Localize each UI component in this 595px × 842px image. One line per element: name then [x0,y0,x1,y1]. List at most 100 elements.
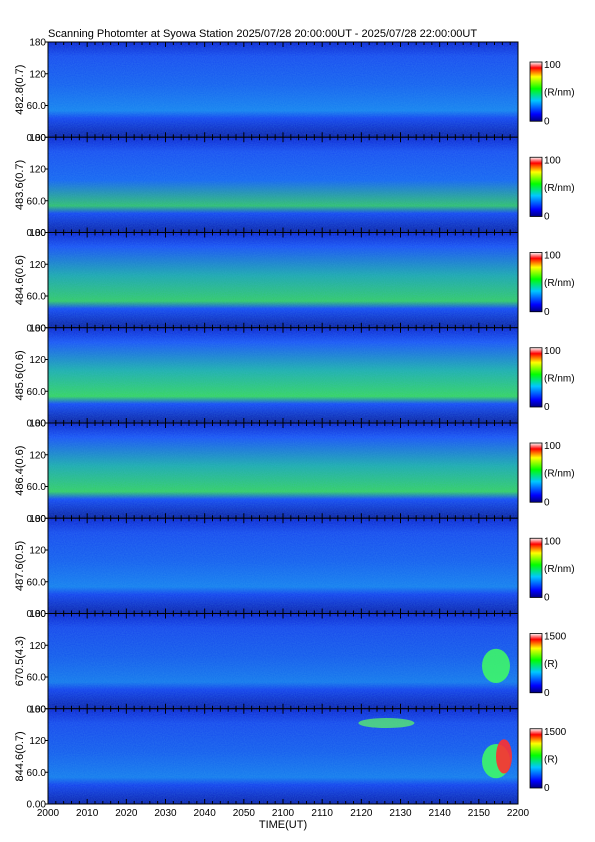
x-tick-label: 2040 [194,808,217,819]
x-tick-label: 2130 [389,808,412,819]
colorbar [529,537,543,598]
y-tick-label: 60.0 [27,673,47,684]
x-tick-label: 2120 [350,808,373,819]
y-tick-label: 60.0 [27,292,47,303]
colorbar-max-label: 100 [544,251,561,262]
colorbar [529,442,543,503]
colorbar-unit-label: (R/nm) [544,373,575,384]
panel-7: 0.00 60.0 120 180 670.5(4.3) 1500 0 (R) [14,609,567,715]
colorbar-unit-label: (R) [544,754,558,765]
noise-overlay [48,42,518,138]
colorbar-max-label: 100 [544,155,561,166]
panel-ylabel: 844.6(0.7) [14,731,26,781]
aurora-peak [496,739,512,774]
noise-overlay [48,232,518,328]
y-tick-label: 0.00 [27,419,47,430]
noise-overlay [48,613,518,709]
y-tick-label: 0.00 [27,323,47,334]
panel-5: 0.00 60.0 120 180 486.4(0.6) 100 0 (R/nm) [14,419,575,525]
colorbar-max-label: 100 [544,536,561,547]
panel-ylabel: 485.6(0.6) [14,350,26,400]
x-tick-label: 2200 [507,808,530,819]
colorbar-min-label: 0 [544,116,550,127]
x-axis-label: TIME(UT) [259,819,307,831]
panel-3: 0.00 60.0 120 180 484.6(0.6) 100 0 (R/nm) [14,228,575,334]
y-tick-label: 0.00 [27,133,47,144]
colorbar-min-label: 0 [544,593,550,604]
y-tick-label: 60.0 [27,196,47,207]
panel-ylabel: 484.6(0.6) [14,255,26,305]
colorbar [529,347,543,408]
y-tick-label: 180 [29,133,46,144]
y-tick-label: 120 [29,165,46,176]
y-tick-label: 120 [29,641,46,652]
y-tick-label: 60.0 [27,768,47,779]
panel-ylabel: 487.6(0.5) [14,541,26,591]
colorbar-unit-label: (R/nm) [544,278,575,289]
colorbar-unit-label: (R/nm) [544,469,575,480]
y-tick-label: 120 [29,546,46,557]
y-tick-label: 120 [29,736,46,747]
y-tick-label: 0.00 [27,800,47,811]
x-tick-label: 2110 [311,808,333,819]
noise-overlay [48,423,518,519]
colorbar-max-label: 1500 [544,727,567,738]
noise-overlay [48,708,518,804]
y-tick-label: 180 [29,323,46,334]
noise-overlay [48,518,518,614]
colorbar [529,728,543,789]
panel-ylabel: 482.8(0.7) [14,65,26,115]
y-tick-label: 180 [29,228,46,239]
colorbar-min-label: 0 [544,307,550,318]
y-tick-label: 180 [29,609,46,620]
aurora-feature [358,718,415,729]
colorbar-min-label: 0 [544,688,550,699]
y-tick-label: 180 [29,704,46,715]
panel-2: 0.00 60.0 120 180 483.6(0.7) 100 0 (R/nm) [14,133,575,239]
colorbar-max-label: 100 [544,441,561,452]
x-tick-label: 2050 [233,808,256,819]
y-tick-label: 120 [29,450,46,461]
colorbar-unit-label: (R/nm) [544,88,575,99]
colorbar-unit-label: (R) [544,659,558,670]
noise-overlay [48,137,518,233]
x-tick-label: 2030 [154,808,177,819]
colorbar [529,633,543,694]
y-tick-label: 120 [29,260,46,271]
panel-ylabel: 483.6(0.7) [14,160,26,210]
colorbar-unit-label: (R/nm) [544,183,575,194]
colorbar-unit-label: (R/nm) [544,564,575,575]
panel-ylabel: 670.5(4.3) [14,636,26,686]
panel-ylabel: 486.4(0.6) [14,446,26,496]
x-tick-label: 2140 [429,808,452,819]
x-tick-label: 2150 [468,808,491,819]
y-tick-label: 0.00 [27,228,47,239]
y-tick-label: 0.00 [27,514,47,525]
colorbar-max-label: 100 [544,346,561,357]
y-tick-label: 60.0 [27,387,47,398]
aurora-feature [482,648,510,684]
y-tick-label: 60.0 [27,482,47,493]
colorbar-min-label: 0 [544,783,550,794]
y-tick-label: 60.0 [27,577,47,588]
colorbar-min-label: 0 [544,497,550,508]
y-tick-label: 120 [29,355,46,366]
y-tick-label: 60.0 [27,101,47,112]
colorbar [529,156,543,217]
y-tick-label: 180 [29,514,46,525]
colorbar-max-label: 1500 [544,632,567,643]
panel-1: 0.00 60.0 120 180 482.8(0.7) 100 0 (R/nm) [14,38,575,144]
y-tick-label: 120 [29,69,46,80]
x-tick-label: 2020 [115,808,138,819]
panel-4: 0.00 60.0 120 180 485.6(0.6) 100 0 (R/nm) [14,323,575,429]
colorbar-min-label: 0 [544,402,550,413]
colorbar [529,252,543,313]
panel-6: 0.00 60.0 120 180 487.6(0.5) 100 0 (R/nm) [14,514,575,620]
colorbar [529,61,543,122]
x-tick-label: 2000 [37,808,60,819]
x-tick-label: 2010 [76,808,99,819]
chart-title: Scanning Photomter at Syowa Station 2025… [48,28,478,40]
colorbar-max-label: 100 [544,60,561,71]
panel-8: 0.00 60.0 120 180 844.6(0.7) 1500 0 (R) [14,704,567,810]
